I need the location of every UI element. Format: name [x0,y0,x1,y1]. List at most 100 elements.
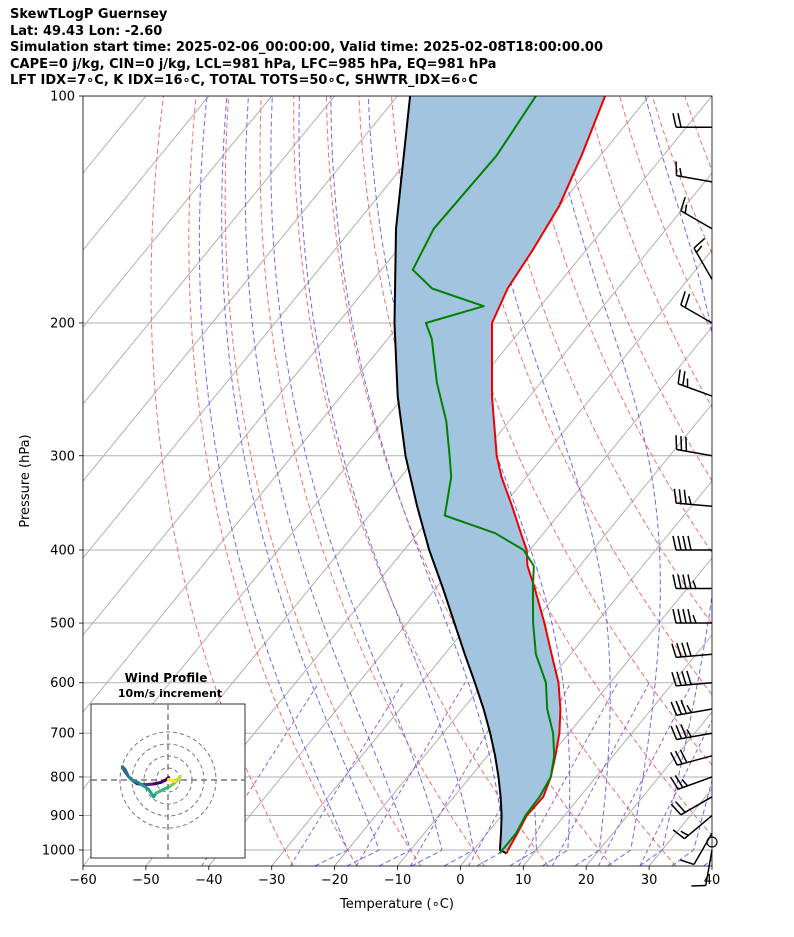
barb-feather [671,671,677,687]
barb-feather [680,436,683,451]
wind-barb [670,724,713,741]
barb-feather [677,608,682,624]
y-tick-label: 100 [50,90,75,105]
barb-feather [687,608,692,624]
barb-staff [677,776,713,790]
barb-feather [680,291,686,306]
profile-lines [393,96,607,855]
moist-adiabat [471,96,611,866]
barb-feather [675,435,678,450]
y-tick-label: 600 [50,676,75,691]
barb-staff [676,708,713,716]
barb-feather [682,574,687,589]
barb-feather [687,535,692,551]
wind-barb [670,796,713,816]
barb-feather [672,574,677,589]
wind-barb [673,488,713,507]
dry-adiabat [488,96,712,625]
isotherm-line [334,403,712,866]
location-line: Lat: 49.43 Lon: -2.60 [10,23,163,39]
barb-feather [670,803,682,816]
barb-feather [687,574,692,589]
mixing-ratio-line [355,682,466,866]
moist-adiabat [703,859,712,866]
cape-line: CAPE=0 j/kg, CIN=0 j/kg, LCL=981 hPa, LF… [10,56,497,72]
y-tick-label: 900 [50,809,75,824]
isotherm-line [83,96,273,328]
barb-feather [681,642,687,657]
y-tick-label: 400 [50,543,75,558]
isotherm-line [83,96,461,559]
barb-staff [683,814,713,840]
barb-feather [678,489,682,504]
barb-feather [682,608,687,624]
barb-feather [685,436,688,452]
dry-adiabat [325,96,613,866]
moist-adiabat [413,96,571,866]
barb-feather [672,608,677,624]
barb-feather [683,489,687,505]
chart-title: SkewTLogP Guernsey [10,7,168,22]
barb-staff [676,502,713,507]
barb-feather [686,670,692,685]
mixing-ratio-line [597,682,693,866]
dry-adiabat [684,96,712,172]
dry-adiabat [651,96,712,255]
axes: Temperature (∘C) Pressure (hPa) −60 −50 −4… [18,90,720,913]
moist-adiabat [221,96,380,866]
parcel-path-line [393,96,508,855]
barb-feather [670,752,678,766]
barb-feather [677,574,682,589]
x-tick-label: 20 [578,873,595,888]
x-tick-label: −60 [69,873,96,888]
wind-barb [675,161,713,183]
wind-barb [670,749,713,766]
isotherm-line [711,865,712,866]
wind-barb [675,435,713,457]
barb-feather [682,535,687,551]
wind-barb [693,237,713,280]
isotherm-line [460,557,712,866]
y-tick-label: 300 [50,449,75,464]
barb-feather [674,750,683,765]
y-tick-label: 200 [50,316,75,331]
wind-barb [672,814,713,840]
barb-feather [676,643,682,658]
time-line: Simulation start time: 2025-02-06_00:00:… [10,40,603,56]
moist-adiabat [639,96,712,866]
barb-feather [674,801,686,813]
inset-title: Wind Profile [125,671,208,685]
isotherm-line [522,634,712,866]
barb-feather [686,642,692,657]
barb-staff [677,755,713,766]
y-axis-label: Pressure (hPa) [18,434,33,527]
mixing-ratio-line [639,719,712,866]
barb-staff [676,732,713,741]
barb-feather [684,293,691,308]
wind-barb [680,196,713,230]
y-tick-label: 1000 [42,844,75,859]
dry-adiabat [521,96,712,554]
moist-adiabat [298,96,475,866]
x-axis-label: Temperature (∘C) [339,897,454,912]
dry-adiabat [150,96,294,866]
inset-subtitle: 10m/s increment [118,687,222,700]
dry-adiabat [259,96,485,866]
wind-barb [672,608,712,624]
barb-feather [672,535,677,551]
x-tick-label: 30 [641,873,658,888]
hodograph-plot [91,704,245,858]
barb-feather [677,113,682,128]
hodograph-segment [167,777,171,782]
dry-adiabat [391,96,712,837]
wind-barb [680,291,713,324]
barb-feather [692,614,697,624]
barb-feather [680,859,695,866]
barb-feather [672,113,677,128]
barb-staff [676,653,713,659]
mixing-ratio-line [551,682,650,866]
barb-feather [682,371,686,386]
wind-barb [672,574,712,590]
barb-staff [680,796,713,816]
barb-feather [680,724,688,739]
